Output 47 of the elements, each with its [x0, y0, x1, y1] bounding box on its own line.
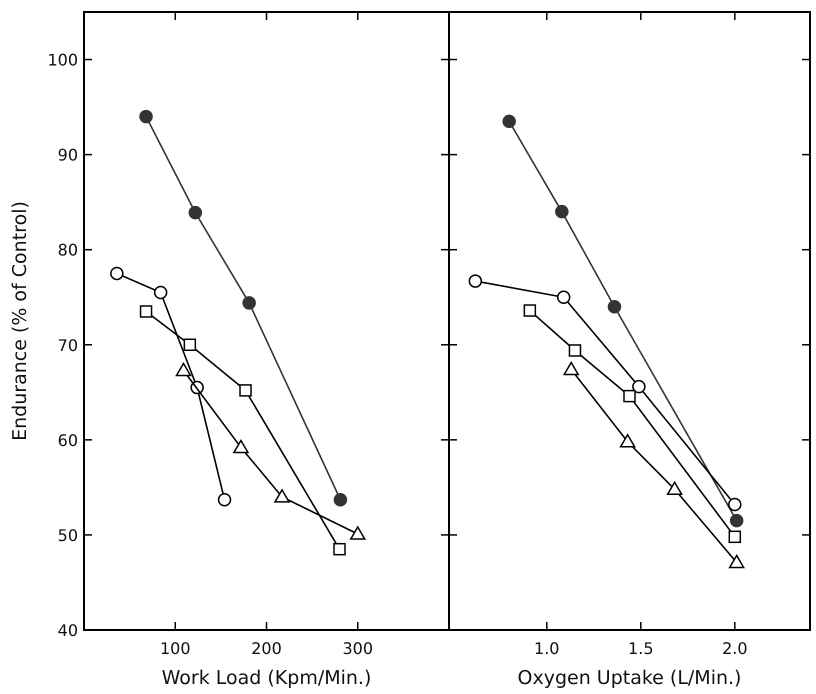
- point: [274, 489, 290, 503]
- point: [556, 290, 570, 304]
- point: [728, 554, 744, 568]
- point: [334, 492, 348, 506]
- point: [623, 390, 636, 402]
- point: [620, 434, 636, 448]
- point: [666, 482, 682, 496]
- point: [188, 206, 202, 220]
- point: [176, 362, 192, 376]
- x-tick-label: 300: [342, 639, 374, 658]
- point: [242, 296, 256, 310]
- x-axis-title: Oxygen Uptake (L/Min.): [518, 667, 742, 689]
- x-tick-label: 1.0: [534, 639, 560, 658]
- point: [233, 440, 249, 454]
- y-tick-label: 40: [58, 621, 78, 640]
- x-axis-title: Work Load (Kpm/Min.): [162, 667, 372, 689]
- point: [184, 338, 196, 352]
- point: [110, 266, 124, 280]
- y-tick-label: 80: [58, 240, 78, 260]
- point: [568, 344, 582, 357]
- point: [333, 542, 346, 556]
- point: [140, 305, 152, 318]
- point: [632, 380, 646, 394]
- x-tick-label: 200: [251, 639, 282, 658]
- y-tick-label: 60: [58, 430, 78, 450]
- point: [524, 304, 536, 317]
- y-tick-label: 70: [58, 336, 78, 355]
- x-tick-label: 1.5: [628, 639, 654, 658]
- point: [350, 526, 366, 540]
- y-tick-label: 90: [58, 146, 78, 165]
- x-tick-label: 100: [160, 639, 191, 658]
- point: [730, 514, 744, 528]
- y-tick-label: 50: [58, 526, 78, 545]
- point: [555, 204, 569, 218]
- y-tick-label: 100: [47, 50, 78, 70]
- point: [139, 110, 153, 124]
- point: [728, 498, 742, 512]
- point: [563, 362, 579, 376]
- point: [502, 114, 516, 128]
- point: [218, 492, 232, 506]
- point: [154, 286, 168, 300]
- y-axis-title: Endurance (% of Control): [9, 201, 31, 441]
- x-tick-label: 2.0: [722, 639, 748, 658]
- point: [239, 384, 252, 397]
- point: [728, 530, 742, 544]
- point: [468, 274, 482, 288]
- point: [608, 300, 622, 314]
